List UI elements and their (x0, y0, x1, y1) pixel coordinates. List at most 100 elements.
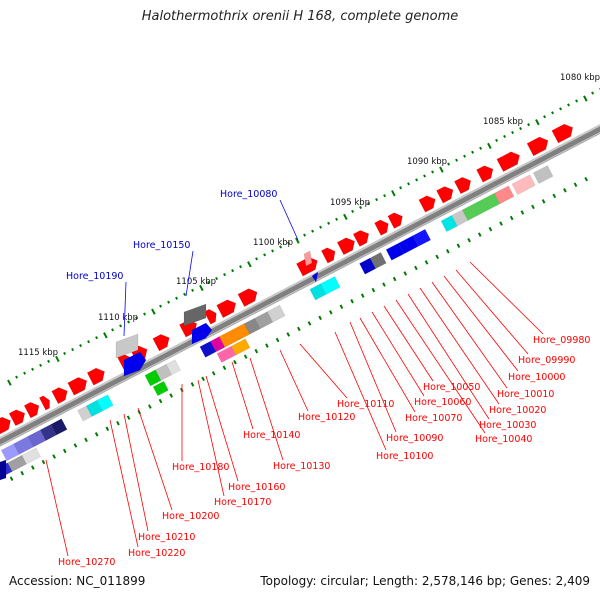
minor-tick (447, 162, 451, 166)
gene-block (303, 250, 313, 267)
minor-tick (511, 130, 515, 135)
label-leader-line (279, 199, 299, 241)
scale-label: 1095 kbp (330, 198, 370, 208)
minor-tick (543, 115, 547, 119)
track-tick (509, 215, 514, 221)
genome-backbone (0, 123, 600, 447)
major-tick (295, 237, 300, 244)
forward-gene-arrow (352, 230, 370, 247)
gene-label: Hore_09990 (518, 355, 575, 366)
label-leader-line (334, 331, 387, 451)
minor-tick (143, 312, 147, 316)
label-leader-line (123, 281, 127, 337)
track-tick (116, 421, 120, 426)
minor-tick (15, 375, 19, 379)
gene-label: Hore_10130 (273, 461, 330, 472)
forward-gene-arrow (67, 377, 88, 396)
gene-block (493, 185, 515, 205)
label-leader-line (45, 459, 69, 557)
minor-tick (319, 225, 323, 229)
gene-label: Hore_10220 (128, 548, 185, 559)
label-leader-line (349, 321, 397, 433)
scale-label: 1090 kbp (407, 157, 447, 167)
minor-tick (223, 272, 227, 277)
minor-tick (47, 359, 51, 363)
minor-tick (167, 300, 171, 304)
major-tick (247, 261, 252, 268)
track-tick (20, 470, 25, 476)
minor-tick (559, 107, 563, 111)
minor-tick (231, 269, 235, 273)
gene-block (266, 304, 286, 323)
track-tick (31, 465, 35, 470)
track-tick (41, 459, 46, 465)
minor-tick (423, 174, 427, 178)
track-tick (148, 404, 152, 409)
label-leader-line (109, 419, 139, 548)
forward-gene-arrow (216, 299, 237, 319)
track-tick (62, 448, 67, 454)
minor-tick (471, 150, 475, 154)
major-tick (103, 332, 108, 339)
minor-tick (23, 371, 27, 375)
gene-block (123, 351, 147, 377)
scale-label: 1100 kbp (253, 238, 293, 248)
label-leader-line (279, 349, 309, 412)
gene-block (191, 322, 213, 345)
minor-tick (239, 265, 243, 269)
minor-tick (127, 320, 131, 324)
gene-block (230, 338, 251, 356)
track-tick (222, 365, 227, 371)
minor-tick (431, 170, 435, 174)
track-tick (169, 393, 173, 398)
minor-tick (407, 182, 411, 186)
label-leader-line (123, 413, 149, 532)
major-tick (343, 213, 348, 221)
track-tick (126, 415, 131, 420)
major-tick (583, 95, 588, 102)
minor-tick (159, 304, 163, 308)
minor-tick (135, 316, 139, 320)
track-tick (371, 287, 376, 293)
label-leader-line (205, 375, 239, 482)
minor-tick (287, 241, 291, 245)
label-leader-line (359, 317, 416, 413)
label-leader-line (249, 357, 284, 461)
minor-tick (335, 217, 339, 221)
track-tick (488, 226, 493, 232)
gene-block (412, 228, 432, 247)
track-tick (297, 326, 301, 332)
minor-tick (383, 194, 387, 198)
scale-label: 1105 kbp (176, 277, 216, 287)
minor-tick (351, 209, 355, 214)
gene-block (320, 276, 341, 295)
label-leader-line (185, 250, 194, 297)
track-tick (265, 343, 269, 348)
minor-tick (503, 134, 507, 139)
gene-label: Hore_10070 (405, 413, 462, 424)
forward-gene-arrow (38, 395, 50, 411)
minor-tick (271, 249, 275, 253)
minor-tick (551, 111, 555, 115)
track-tick (201, 376, 205, 382)
forward-gene-arrow (418, 195, 436, 213)
feature-tracks (0, 123, 574, 481)
track-tick (520, 210, 525, 215)
minor-tick (119, 324, 123, 328)
major-tick (535, 119, 540, 126)
label-leader-line (197, 379, 225, 497)
forward-gene-arrow (237, 288, 258, 307)
scale-label: 1115 kbp (18, 348, 58, 358)
gene-labels: Hore_09980 Hore_09990 Hore_10000 Hore_10010… (45, 189, 590, 568)
track-tick (382, 282, 386, 287)
gene-label: Hore_10110 (337, 399, 394, 410)
scale-label: 1085 kbp (483, 117, 523, 127)
track-tick (541, 199, 546, 204)
track-tick (105, 426, 110, 432)
backbone-line (0, 126, 600, 445)
forward-gene-arrow (551, 123, 574, 144)
track-tick (94, 432, 99, 437)
track-tick (243, 354, 248, 359)
track-tick (563, 188, 567, 193)
